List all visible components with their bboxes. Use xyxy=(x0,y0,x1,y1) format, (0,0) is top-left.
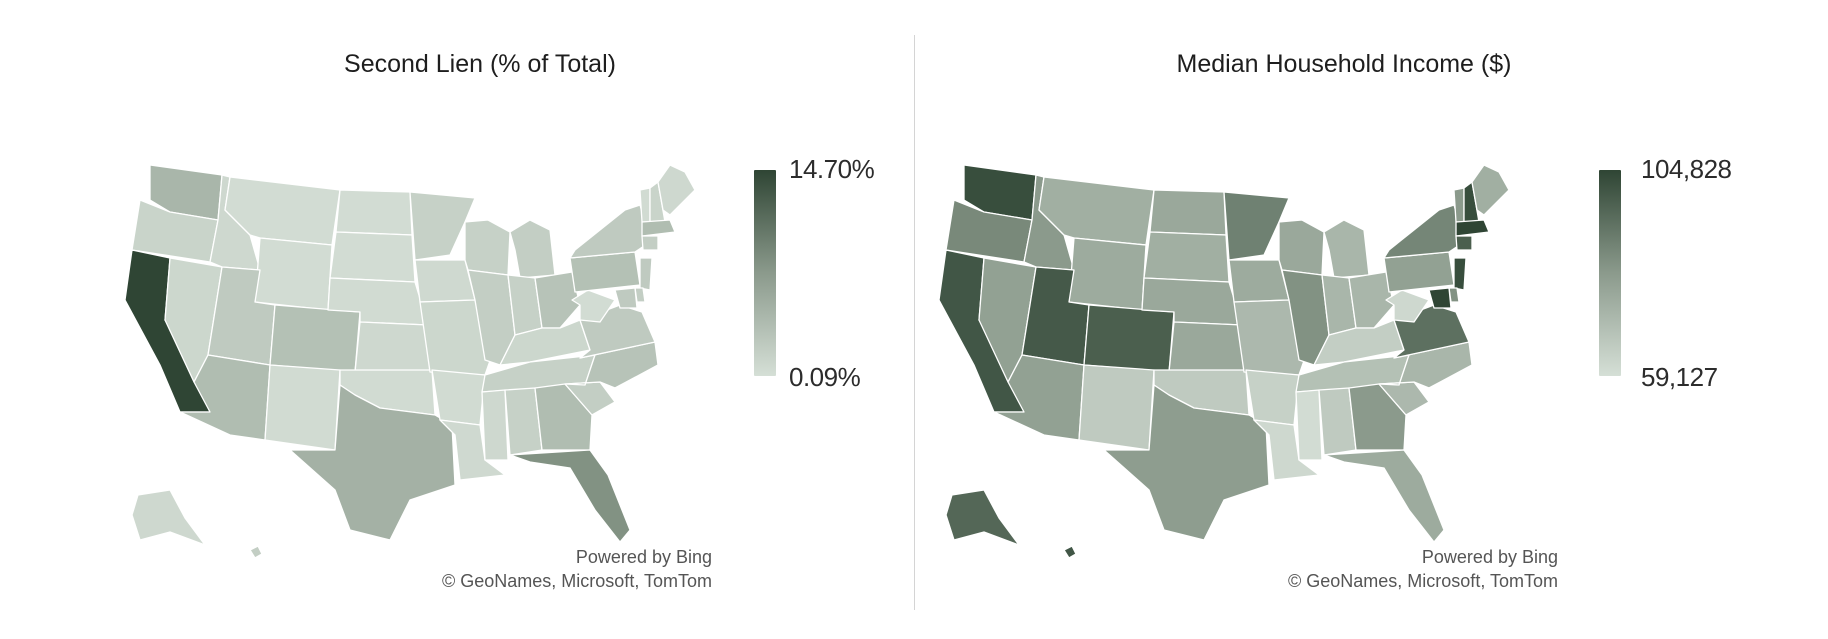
us-choropleth-map[interactable] xyxy=(914,0,1828,639)
state-me[interactable] xyxy=(657,164,696,216)
color-scale-legend xyxy=(1599,170,1621,376)
state-oh[interactable] xyxy=(1348,271,1395,329)
map-title: Median Household Income ($) xyxy=(1176,50,1512,78)
state-nj[interactable] xyxy=(639,257,653,291)
state-nj[interactable] xyxy=(1453,257,1467,291)
state-ar[interactable] xyxy=(1245,369,1300,426)
panel-divider xyxy=(914,35,915,610)
attribution-copyright: © GeoNames, Microsoft, TomTom xyxy=(1288,571,1558,591)
state-ny[interactable] xyxy=(569,204,651,259)
state-sd[interactable] xyxy=(329,231,416,283)
state-pa[interactable] xyxy=(569,251,641,293)
state-oh[interactable] xyxy=(534,271,581,329)
state-fl[interactable] xyxy=(1323,449,1445,543)
legend-max-label: 14.70% xyxy=(789,154,875,184)
state-wy[interactable] xyxy=(1068,237,1147,311)
state-hi[interactable] xyxy=(249,545,263,559)
state-mn[interactable] xyxy=(409,191,476,261)
state-ma[interactable] xyxy=(1455,219,1490,237)
state-ks[interactable] xyxy=(1168,321,1247,373)
legend-min-label: 0.09% xyxy=(789,362,861,392)
state-ny[interactable] xyxy=(1383,204,1465,259)
state-ga[interactable] xyxy=(1348,383,1407,451)
state-mo[interactable] xyxy=(419,299,493,376)
state-pa[interactable] xyxy=(1383,251,1455,293)
state-tx[interactable] xyxy=(1103,384,1270,541)
state-me[interactable] xyxy=(1471,164,1510,216)
state-ct[interactable] xyxy=(1455,235,1473,251)
map-title: Second Lien (% of Total) xyxy=(344,50,616,78)
state-md[interactable] xyxy=(614,287,638,309)
state-mi[interactable] xyxy=(509,219,556,279)
state-ia[interactable] xyxy=(1228,259,1290,303)
state-nc[interactable] xyxy=(564,341,659,389)
map-panel-median-income: Median Household Income ($) 104,828 59,1… xyxy=(914,0,1828,639)
state-vt[interactable] xyxy=(1453,187,1465,223)
state-ia[interactable] xyxy=(414,259,476,303)
state-la[interactable] xyxy=(1253,419,1320,481)
state-wi[interactable] xyxy=(464,219,511,276)
state-fl[interactable] xyxy=(509,449,631,543)
state-co[interactable] xyxy=(1083,304,1175,373)
us-choropleth-map[interactable] xyxy=(0,0,914,639)
state-ky[interactable] xyxy=(1313,319,1405,366)
attribution-copyright: © GeoNames, Microsoft, TomTom xyxy=(442,571,712,591)
state-ma[interactable] xyxy=(641,219,676,237)
state-ga[interactable] xyxy=(534,383,593,451)
state-mo[interactable] xyxy=(1233,299,1307,376)
state-md[interactable] xyxy=(1428,287,1452,309)
state-ks[interactable] xyxy=(354,321,433,373)
state-mn[interactable] xyxy=(1223,191,1290,261)
state-ar[interactable] xyxy=(431,369,486,426)
state-nd[interactable] xyxy=(335,189,413,236)
map-panel-second-lien: Second Lien (% of Total) 14.70% 0.09% Po… xyxy=(0,0,914,639)
color-scale-legend xyxy=(754,170,776,376)
state-mi[interactable] xyxy=(1323,219,1370,279)
state-wi[interactable] xyxy=(1278,219,1325,276)
legend-max-label: 104,828 xyxy=(1641,154,1732,184)
state-hi[interactable] xyxy=(1063,545,1077,559)
state-ct[interactable] xyxy=(641,235,659,251)
map-attribution: Powered by Bing © GeoNames, Microsoft, T… xyxy=(392,545,712,593)
state-nm[interactable] xyxy=(264,364,341,451)
state-nd[interactable] xyxy=(1149,189,1227,236)
state-ak[interactable] xyxy=(945,489,1020,546)
state-vt[interactable] xyxy=(639,187,651,223)
legend-min-label: 59,127 xyxy=(1641,362,1718,392)
attribution-powered-by: Powered by Bing xyxy=(575,547,712,567)
state-nm[interactable] xyxy=(1078,364,1155,451)
state-tx[interactable] xyxy=(289,384,456,541)
state-ky[interactable] xyxy=(499,319,591,366)
map-attribution: Powered by Bing © GeoNames, Microsoft, T… xyxy=(1238,545,1558,593)
state-sd[interactable] xyxy=(1143,231,1230,283)
state-ak[interactable] xyxy=(131,489,206,546)
state-wy[interactable] xyxy=(254,237,333,311)
state-ms[interactable] xyxy=(481,389,509,461)
state-co[interactable] xyxy=(269,304,361,373)
state-nc[interactable] xyxy=(1378,341,1473,389)
state-la[interactable] xyxy=(439,419,506,481)
state-ms[interactable] xyxy=(1295,389,1323,461)
attribution-powered-by: Powered by Bing xyxy=(1421,547,1558,567)
